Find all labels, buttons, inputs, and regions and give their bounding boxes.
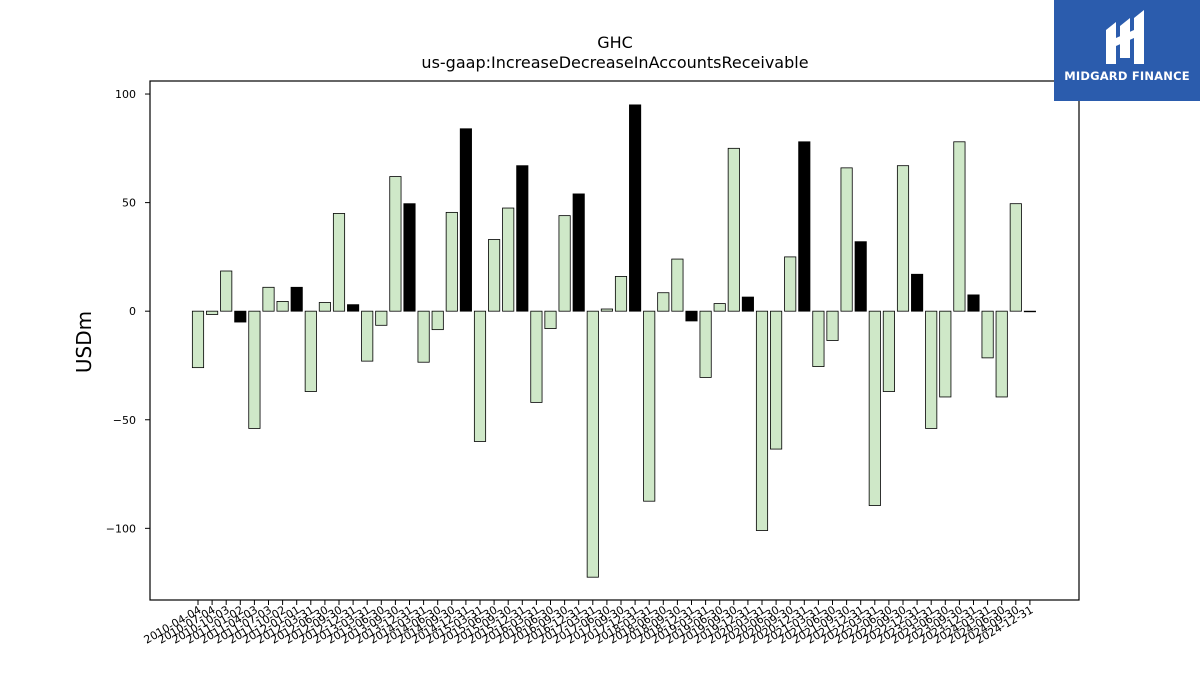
bar-2024-03-31 <box>981 310 994 359</box>
bar-2022-03-31 <box>868 310 881 506</box>
bar-2013-12-31 <box>403 203 416 312</box>
bar-2012-09-30 <box>332 213 346 312</box>
bar-2014-12-31 <box>459 128 472 312</box>
bar-2018-06-30 <box>657 292 670 312</box>
bar-2023-03-31 <box>925 310 938 429</box>
bar-2019-03-31 <box>699 310 712 378</box>
bar-2022-09-30 <box>896 165 910 312</box>
bar-2021-06-30 <box>826 310 839 341</box>
bar-2018-03-31 <box>643 310 656 502</box>
y-axis-ticks: 100 50 0 −50 −100 <box>106 88 150 535</box>
bar-2010-10-03 <box>220 270 233 312</box>
bar-2022-06-30 <box>882 310 895 392</box>
bar-2019-12-31 <box>741 296 754 312</box>
y-axis-label: USDm <box>72 311 96 373</box>
bar-2013-09-30 <box>389 176 402 312</box>
x-axis-ticks: 2010-04-042010-07-042010-10-032011-01-02… <box>142 600 1035 647</box>
bar-2012-01-01 <box>290 286 303 312</box>
bar-2010-07-04 <box>206 310 219 315</box>
bar-2020-03-31 <box>755 310 769 531</box>
bar-2013-03-31 <box>361 310 374 362</box>
bar-2016-06-30 <box>544 310 557 329</box>
bar-2011-07-03 <box>262 286 275 312</box>
y-tick-label: −50 <box>113 414 136 427</box>
bar-2024-09-30 <box>1009 203 1022 312</box>
plot-frame <box>149 80 1080 601</box>
bar-2023-12-31 <box>967 294 980 312</box>
bar-2014-09-30 <box>445 211 458 312</box>
bar-2017-06-30 <box>600 308 613 312</box>
bar-2023-09-30 <box>953 141 966 312</box>
bar-2017-09-30 <box>614 276 628 312</box>
bar-2012-06-30 <box>318 302 331 312</box>
bar-2020-06-30 <box>770 310 783 450</box>
bar-2019-09-30 <box>727 147 740 312</box>
bar-2010-04-04 <box>191 310 205 369</box>
midgard-finance-logo: MIDGARD FINANCE <box>1054 0 1200 101</box>
bar-2011-04-03 <box>248 310 261 429</box>
bar-2024-12-31 <box>1023 310 1036 313</box>
bar-2019-06-30 <box>713 303 726 312</box>
y-tick-label: 100 <box>115 88 136 101</box>
bar-2021-03-31 <box>812 310 825 367</box>
bar-2016-09-30 <box>558 215 571 312</box>
bar-2014-06-30 <box>431 310 444 331</box>
bar-2020-09-30 <box>784 256 797 312</box>
y-tick-label: 50 <box>122 197 136 210</box>
bar-2018-09-30 <box>671 258 684 312</box>
midgard-logo-icon <box>1106 10 1144 64</box>
bar-2011-01-02 <box>234 310 247 323</box>
bar-2015-12-31 <box>516 165 529 312</box>
bar-2015-06-30 <box>488 239 501 312</box>
bar-2023-06-30 <box>939 310 952 398</box>
bar-2021-09-30 <box>840 167 853 312</box>
bar-series <box>191 104 1036 578</box>
bar-2016-12-31 <box>572 193 585 312</box>
bar-2022-12-31 <box>911 273 924 312</box>
bar-2024-06-30 <box>995 310 1008 398</box>
bar-2020-12-31 <box>798 141 811 312</box>
chart-subtitle: us-gaap:IncreaseDecreaseInAccountsReceiv… <box>421 53 808 72</box>
bar-2013-06-30 <box>375 310 388 326</box>
bar-2011-10-02 <box>276 301 289 312</box>
logo-text: MIDGARD FINANCE <box>1064 69 1190 83</box>
chart-title: GHC <box>597 33 633 52</box>
bar-2015-09-30 <box>502 207 515 312</box>
bar-2018-12-31 <box>685 310 698 322</box>
y-tick-label: −100 <box>106 522 136 535</box>
bar-2015-03-31 <box>473 310 487 442</box>
bar-2012-03-31 <box>304 310 317 392</box>
bar-2017-03-31 <box>586 310 599 578</box>
y-tick-label: 0 <box>129 305 136 318</box>
bar-2012-12-31 <box>347 304 360 312</box>
bar-2014-03-31 <box>417 310 430 363</box>
bar-2016-03-31 <box>530 310 543 403</box>
bar-2017-12-31 <box>629 104 642 312</box>
bar-2021-12-31 <box>854 241 867 312</box>
